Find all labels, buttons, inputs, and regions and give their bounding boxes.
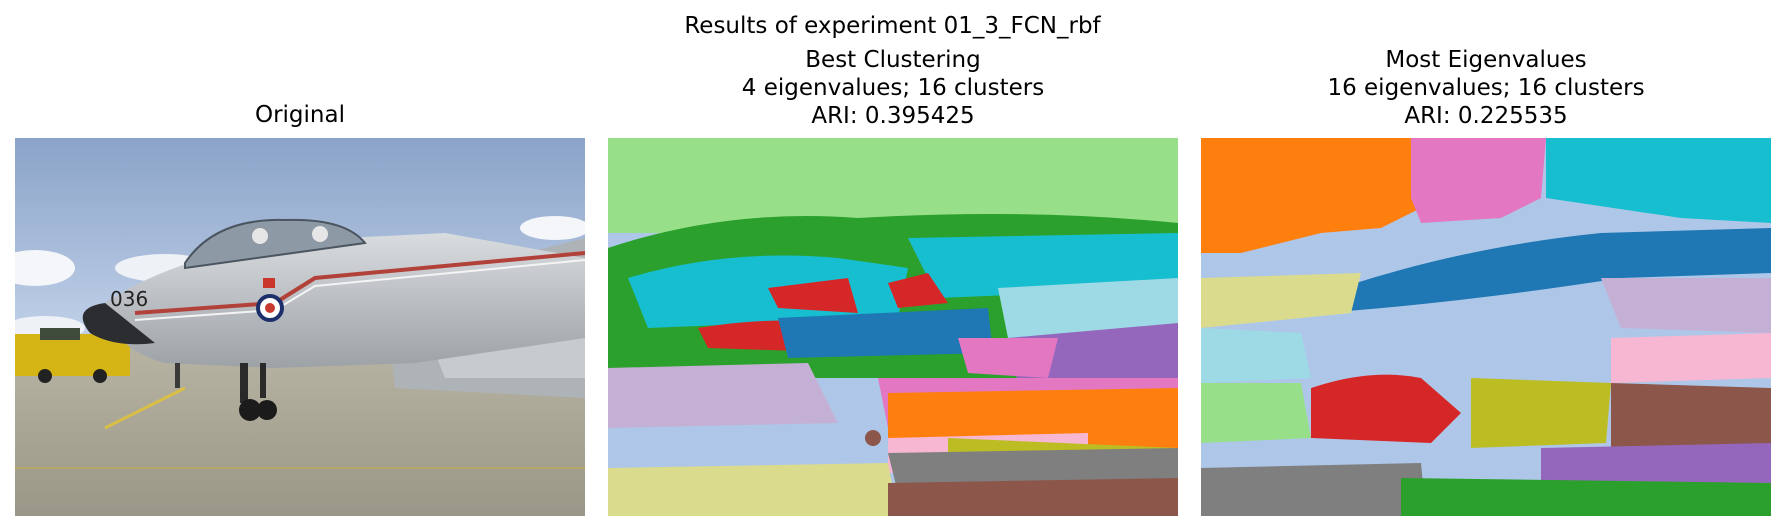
aircraft-marking: 036 — [110, 287, 148, 311]
panel-original: Original — [15, 0, 585, 532]
panel-title-best: Best Clustering 4 eigenvalues; 16 cluste… — [608, 46, 1178, 130]
segmentation-map-best — [608, 138, 1178, 516]
panel-title-line: Best Clustering — [805, 47, 981, 73]
panel-title-most: Most Eigenvalues 16 eigenvalues; 16 clus… — [1201, 46, 1771, 130]
panel-title-line: 16 eigenvalues; 16 clusters — [1327, 75, 1645, 101]
segmentation-map-most — [1201, 138, 1771, 516]
panel-best-clustering: Best Clustering 4 eigenvalues; 16 cluste… — [608, 0, 1178, 532]
original-photo: 036 — [15, 138, 585, 516]
panel-title-original: Original — [15, 101, 585, 129]
figure-suptitle: Results of experiment 01_3_FCN_rbf — [684, 13, 1101, 39]
panel-title-line: ARI: 0.395425 — [811, 103, 975, 129]
panel-title-line: Original — [254, 102, 345, 128]
panel-title-line: Most Eigenvalues — [1385, 47, 1587, 73]
panel-title-line: 4 eigenvalues; 16 clusters — [741, 75, 1045, 101]
panel-title-line: ARI: 0.225535 — [1404, 103, 1568, 129]
panel-most-eigenvalues: Most Eigenvalues 16 eigenvalues; 16 clus… — [1201, 0, 1771, 532]
